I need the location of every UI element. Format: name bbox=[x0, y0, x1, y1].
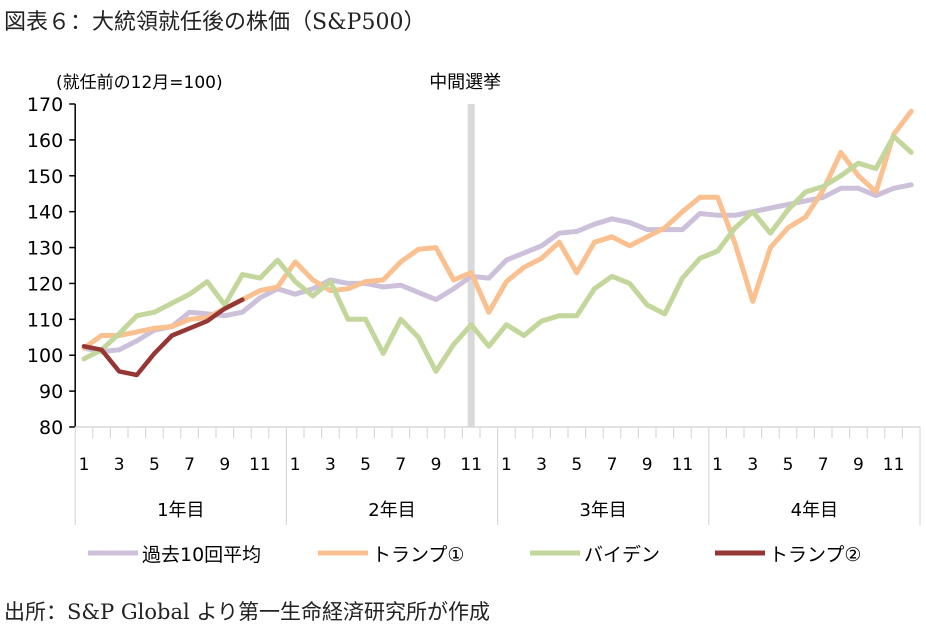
y-tick-label: 170 bbox=[27, 94, 63, 116]
x-tick-label: 5 bbox=[360, 455, 371, 475]
y-tick-label: 90 bbox=[39, 381, 63, 403]
x-tick-label: 3 bbox=[114, 455, 125, 475]
x-tick-label: 5 bbox=[783, 455, 794, 475]
x-tick-label: 9 bbox=[853, 455, 864, 475]
x-tick-label: 3 bbox=[536, 455, 547, 475]
x-tick-label: 9 bbox=[219, 455, 230, 475]
y-axis-label: (就任前の12月=100) bbox=[56, 73, 223, 93]
y-tick-label: 110 bbox=[27, 309, 63, 331]
y-tick-label: 130 bbox=[27, 238, 63, 260]
x-group-label: 4年目 bbox=[791, 500, 838, 521]
y-tick-label: 120 bbox=[27, 273, 63, 295]
source-note: 出所：S&P Global より第一生命経済研究所が作成 bbox=[4, 600, 490, 624]
y-tick-label: 150 bbox=[27, 166, 63, 188]
legend-label: トランプ② bbox=[769, 544, 861, 566]
x-group-label: 1年目 bbox=[157, 500, 204, 521]
series-line-4 bbox=[81, 297, 245, 378]
y-tick-label: 80 bbox=[39, 417, 63, 439]
y-tick-label: 140 bbox=[27, 202, 63, 224]
y-tick-label: 100 bbox=[27, 345, 63, 367]
series-line-3 bbox=[81, 133, 914, 374]
legend-label: 過去10回平均 bbox=[142, 544, 261, 566]
x-tick-label: 1 bbox=[290, 455, 301, 475]
chart-title: 図表６：大統領就任後の株価（S&P500） bbox=[4, 10, 426, 35]
x-group-label: 2年目 bbox=[368, 500, 415, 521]
x-tick-label: 7 bbox=[607, 455, 618, 475]
x-tick-label: 7 bbox=[184, 455, 195, 475]
x-tick-label: 3 bbox=[747, 455, 758, 475]
midterm-election-label: 中間選挙 bbox=[429, 72, 501, 93]
x-tick-label: 7 bbox=[818, 455, 829, 475]
x-tick-label: 1 bbox=[79, 455, 90, 475]
x-tick-label: 9 bbox=[431, 455, 442, 475]
legend-label: バイデン bbox=[584, 544, 660, 566]
x-tick-label: 11 bbox=[460, 455, 482, 475]
x-tick-label: 7 bbox=[395, 455, 406, 475]
x-tick-label: 11 bbox=[672, 455, 694, 475]
midterm-election-marker bbox=[467, 104, 475, 427]
series-line-1 bbox=[81, 182, 914, 355]
x-tick-label: 1 bbox=[501, 455, 512, 475]
y-tick-label: 160 bbox=[27, 130, 63, 152]
x-tick-label: 11 bbox=[883, 455, 905, 475]
x-tick-label: 5 bbox=[149, 455, 160, 475]
legend-label: トランプ① bbox=[372, 544, 464, 566]
x-tick-label: 1 bbox=[712, 455, 723, 475]
x-tick-label: 11 bbox=[249, 455, 271, 475]
x-tick-label: 9 bbox=[642, 455, 653, 475]
x-group-label: 3年目 bbox=[579, 500, 626, 521]
x-tick-label: 5 bbox=[571, 455, 582, 475]
x-tick-label: 3 bbox=[325, 455, 336, 475]
